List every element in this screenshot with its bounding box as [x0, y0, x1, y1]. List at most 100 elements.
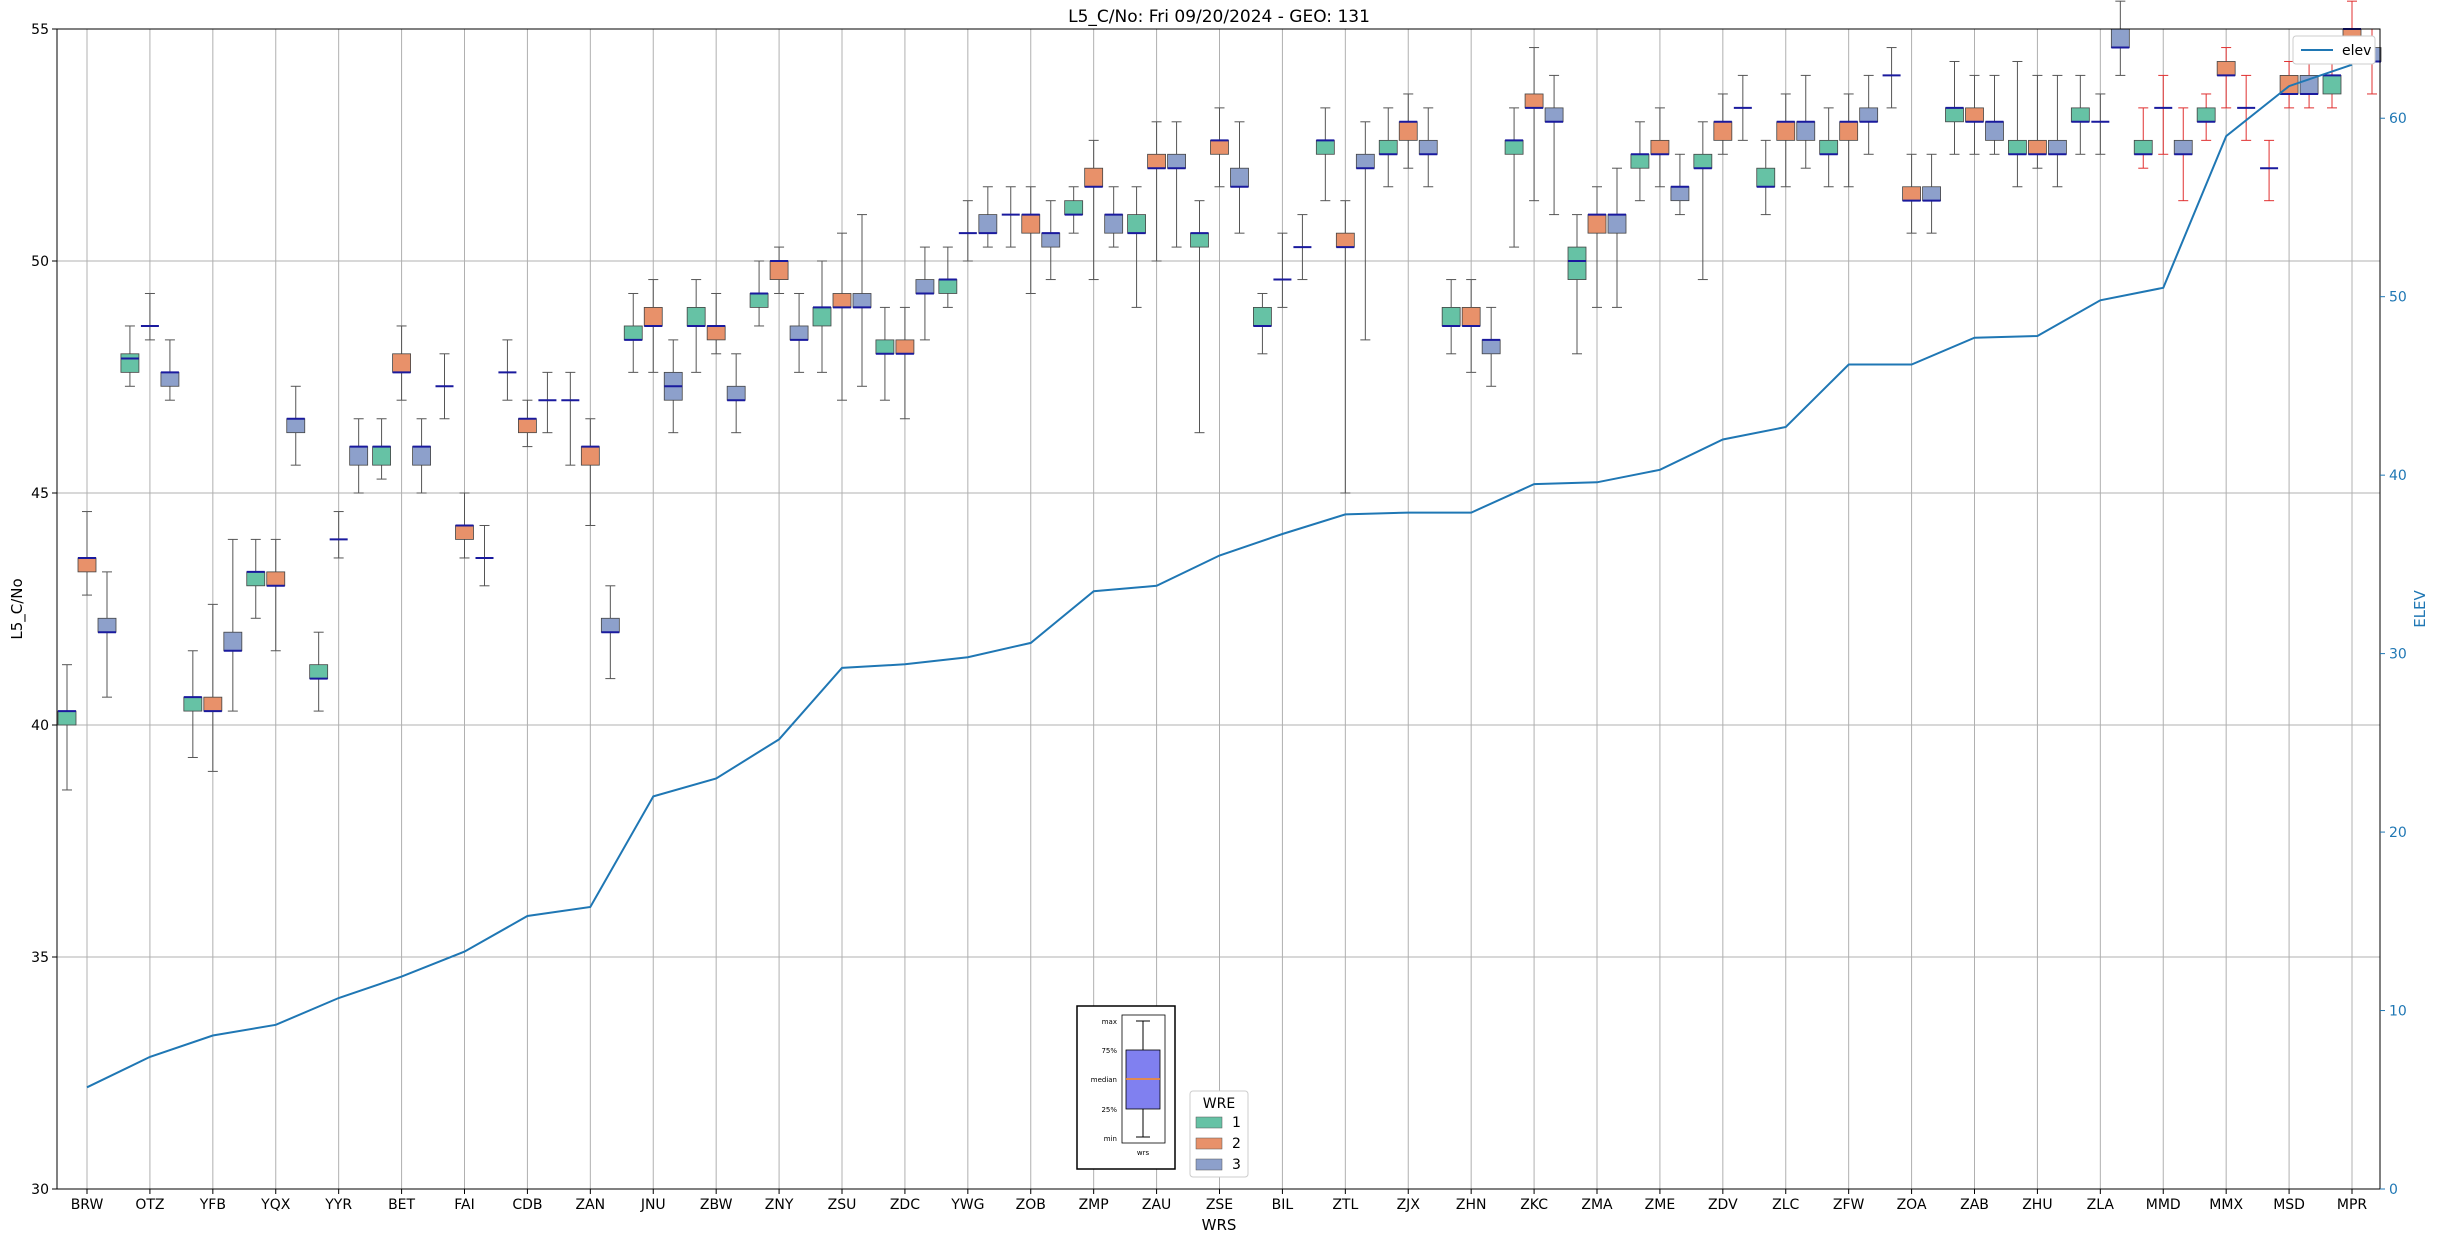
chart-title: L5_C/No: Fri 09/20/2024 - GEO: 131 [1068, 7, 1370, 27]
box-plot-mmd-wre2 [2154, 74, 2173, 155]
box-body [1104, 214, 1124, 234]
box-plot-otz-wre3 [160, 339, 180, 401]
box-plot-fai-wre3 [475, 524, 494, 587]
box-plot-zmp-wre2 [1084, 139, 1104, 281]
box-plot-zhn-wre1 [1441, 279, 1461, 355]
box-body [1021, 214, 1041, 234]
box-plot-zbw-wre3 [726, 353, 746, 434]
box-body [726, 385, 746, 401]
box-plot-zjx-wre1 [1378, 107, 1398, 188]
box-body [183, 696, 203, 712]
box-plot-zhu-wre2 [2028, 74, 2047, 169]
box-body [2173, 139, 2193, 155]
box-body [895, 339, 915, 355]
box-plot-zau-wre1 [1127, 186, 1146, 308]
box-body [686, 306, 706, 327]
box-plot-otz-wre1 [120, 325, 140, 387]
box-plot-zla-wre2 [2091, 93, 2110, 155]
box-body [1922, 186, 1941, 202]
elev-legend-frame [2292, 35, 2376, 65]
box-plot-yfb-wre2 [203, 603, 223, 772]
box-plot-zse-wre1 [1190, 200, 1209, 434]
box-plot-ywg-wre1 [938, 246, 958, 308]
box-plot-zjx-wre2 [1398, 93, 1418, 169]
box-body [1378, 139, 1398, 155]
box-plot-jnu-wre2 [643, 279, 663, 373]
box-body [812, 306, 832, 327]
box-plot-zsu-wre1 [812, 260, 832, 373]
box-plot-yfb-wre1 [183, 650, 203, 758]
box-plot-fai-wre2 [455, 492, 474, 559]
box-plot-zsu-wre3 [852, 214, 872, 387]
box-body [266, 571, 286, 587]
box-body [518, 418, 537, 434]
box-body [349, 446, 369, 466]
box-body [2133, 139, 2153, 155]
box-plot-zse-wre3 [1230, 121, 1249, 234]
x-tick-label: CDB [512, 1197, 542, 1213]
box-plot-zau-wre3 [1167, 121, 1186, 248]
box-plot-zab-wre2 [1965, 74, 1984, 155]
box-body [1567, 246, 1587, 280]
box-body [246, 571, 266, 587]
y2-tick-label: 40 [2389, 468, 2407, 484]
x-axis-label: WRS [1202, 1216, 1237, 1234]
x-tick-label: ZFW [1833, 1197, 1865, 1213]
box-body [1315, 139, 1335, 155]
x-tick-label: ZAN [576, 1197, 606, 1213]
x-tick-label: ZSU [828, 1197, 857, 1213]
x-tick-label: OTZ [135, 1197, 164, 1213]
box-plot-ywg-wre2 [958, 200, 977, 262]
box-plot-zdv-wre1 [1693, 121, 1713, 281]
y2-axis-label: ELEV [2411, 589, 2429, 627]
box-plot-mmd-wre1 [2133, 107, 2153, 169]
box-plot-msd-wre1 [2260, 139, 2279, 202]
x-tick-label: ZBW [700, 1197, 733, 1213]
box-key-label-max: max [1102, 1018, 1117, 1026]
box-plot-zlc-wre3 [1796, 74, 1816, 169]
box-plot-jnu-wre3 [663, 339, 683, 434]
box-body [1084, 167, 1104, 188]
box-body [1544, 107, 1564, 123]
y2-tick-label: 30 [2389, 647, 2407, 663]
box-plot-zab-wre1 [1945, 60, 1964, 155]
x-tick-label: MMD [2146, 1197, 2181, 1213]
box-body [1796, 121, 1816, 141]
box-plot-yqx-wre3 [286, 385, 306, 466]
box-plot-zob-wre2 [1021, 186, 1041, 294]
box-plot-ztl-wre3 [1355, 121, 1375, 341]
box-body [412, 446, 431, 466]
box-body [1335, 232, 1355, 248]
x-tick-label: FAI [454, 1197, 474, 1213]
box-plot-mmx-wre2 [2216, 47, 2236, 109]
box-plot-zny-wre3 [789, 292, 809, 373]
box-plot-brw-wre1 [57, 664, 77, 791]
box-plot-zkc-wre3 [1544, 74, 1564, 216]
box-plot-zse-wre2 [1210, 107, 1229, 188]
x-tick-label: ZSE [1206, 1197, 1233, 1213]
box-plot-ztl-wre1 [1315, 107, 1335, 202]
box-body [1398, 121, 1418, 141]
box-body [2048, 139, 2067, 155]
box-plot-yqx-wre1 [246, 538, 266, 619]
box-body [852, 293, 872, 308]
box-plot-yqx-wre2 [266, 538, 286, 652]
x-tick-label: ZLA [2087, 1197, 2115, 1213]
box-plot-zab-wre3 [1985, 74, 2004, 155]
box-plot-zla-wre3 [2110, 0, 2130, 76]
box-body [749, 293, 769, 308]
box-body [203, 696, 223, 712]
box-plot-zma-wre1 [1567, 214, 1587, 355]
box-plot-zny-wre2 [769, 246, 789, 294]
box-plot-bil-wre1 [1253, 292, 1272, 355]
box-plot-mmx-wre1 [2196, 93, 2216, 141]
box-body [832, 293, 852, 308]
box-body [1945, 107, 1964, 123]
box-plot-zau-wre2 [1147, 121, 1166, 262]
box-body [309, 664, 329, 679]
box-plot-mmx-wre3 [2237, 74, 2256, 141]
box-body [1524, 93, 1544, 109]
box-key-inset: max 75% median 25% min wrs [1076, 1005, 1176, 1170]
x-tick-label: YYR [324, 1197, 352, 1213]
box-plot-zan-wre3 [600, 585, 620, 680]
